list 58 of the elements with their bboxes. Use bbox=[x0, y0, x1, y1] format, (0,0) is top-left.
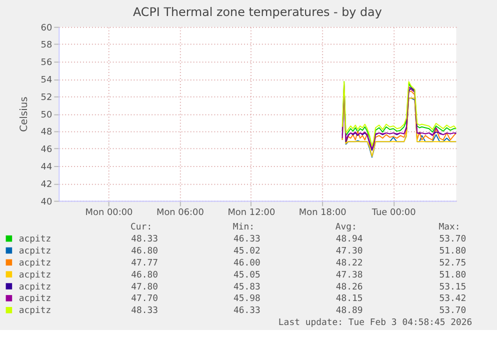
text: Avg: bbox=[335, 222, 357, 233]
legend-label: acpitz bbox=[18, 270, 52, 280]
text: 48.94 bbox=[336, 234, 363, 245]
x-tick-label: Mon 18:00 bbox=[298, 208, 347, 218]
text: 48.15 bbox=[336, 294, 363, 304]
text: 48.26 bbox=[336, 282, 363, 292]
y-tick-label: 46 bbox=[40, 145, 52, 156]
text: 48.33 bbox=[131, 306, 158, 316]
text: 45.02 bbox=[234, 246, 260, 256]
text: 53.70 bbox=[439, 234, 466, 245]
text: 47.38 bbox=[336, 270, 363, 280]
text: 53.42 bbox=[439, 294, 466, 304]
x-tick-label: Mon 06:00 bbox=[156, 208, 204, 218]
text: 46.33 bbox=[234, 234, 260, 245]
text: 52.75 bbox=[439, 258, 466, 268]
legend-label: acpitz bbox=[18, 306, 52, 316]
y-tick-label: 44 bbox=[40, 162, 52, 172]
x-tick-label: Tue 00:00 bbox=[370, 208, 416, 218]
y-tick-label: 50 bbox=[40, 110, 52, 120]
text: 45.83 bbox=[234, 282, 260, 292]
text: Min: bbox=[232, 222, 254, 233]
text: 47.77 bbox=[131, 258, 158, 268]
y-tick-label: 56 bbox=[40, 58, 52, 68]
text: 45.05 bbox=[234, 270, 260, 280]
text: 48.33 bbox=[131, 234, 158, 245]
y-tick-label: 42 bbox=[40, 180, 52, 190]
text: 51.80 bbox=[439, 270, 466, 280]
y-tick-label: 54 bbox=[40, 76, 52, 86]
legend-label: acpitz bbox=[18, 258, 52, 268]
text: 48.89 bbox=[336, 306, 363, 316]
y-axis-title: Celsius bbox=[18, 96, 30, 132]
legend-label: acpitz bbox=[18, 246, 52, 256]
text: 45.98 bbox=[234, 294, 260, 304]
x-tick-label: Mon 00:00 bbox=[85, 208, 134, 218]
legend-label: acpitz bbox=[18, 282, 52, 292]
y-tick-label: 40 bbox=[40, 197, 52, 208]
text: 47.80 bbox=[131, 282, 158, 292]
y-tick-label: 52 bbox=[40, 92, 52, 103]
text: 53.70 bbox=[439, 306, 466, 316]
text: 46.33 bbox=[234, 306, 260, 316]
text: 53.15 bbox=[439, 282, 466, 292]
text: 48.22 bbox=[336, 258, 363, 268]
chart-title: ACPI Thermal zone temperatures - by day bbox=[132, 4, 382, 19]
x-tick-label: Mon 12:00 bbox=[228, 208, 276, 218]
legend-label: acpitz bbox=[18, 234, 52, 245]
y-tick-label: 60 bbox=[40, 23, 52, 34]
y-tick-label: 48 bbox=[40, 128, 52, 138]
y-tick-label: 58 bbox=[40, 40, 52, 51]
legend-label: acpitz bbox=[18, 294, 52, 304]
text: Last update: Tue Feb 3 04:58:45 2026 bbox=[278, 318, 472, 328]
text: Cur: bbox=[130, 222, 152, 233]
text: 47.30 bbox=[336, 246, 363, 256]
text: 46.80 bbox=[131, 270, 158, 280]
text: 46.80 bbox=[131, 246, 158, 256]
text: 47.70 bbox=[131, 294, 158, 304]
text: Max: bbox=[438, 222, 460, 233]
text: 46.00 bbox=[234, 258, 260, 268]
text: 51.80 bbox=[439, 246, 466, 256]
